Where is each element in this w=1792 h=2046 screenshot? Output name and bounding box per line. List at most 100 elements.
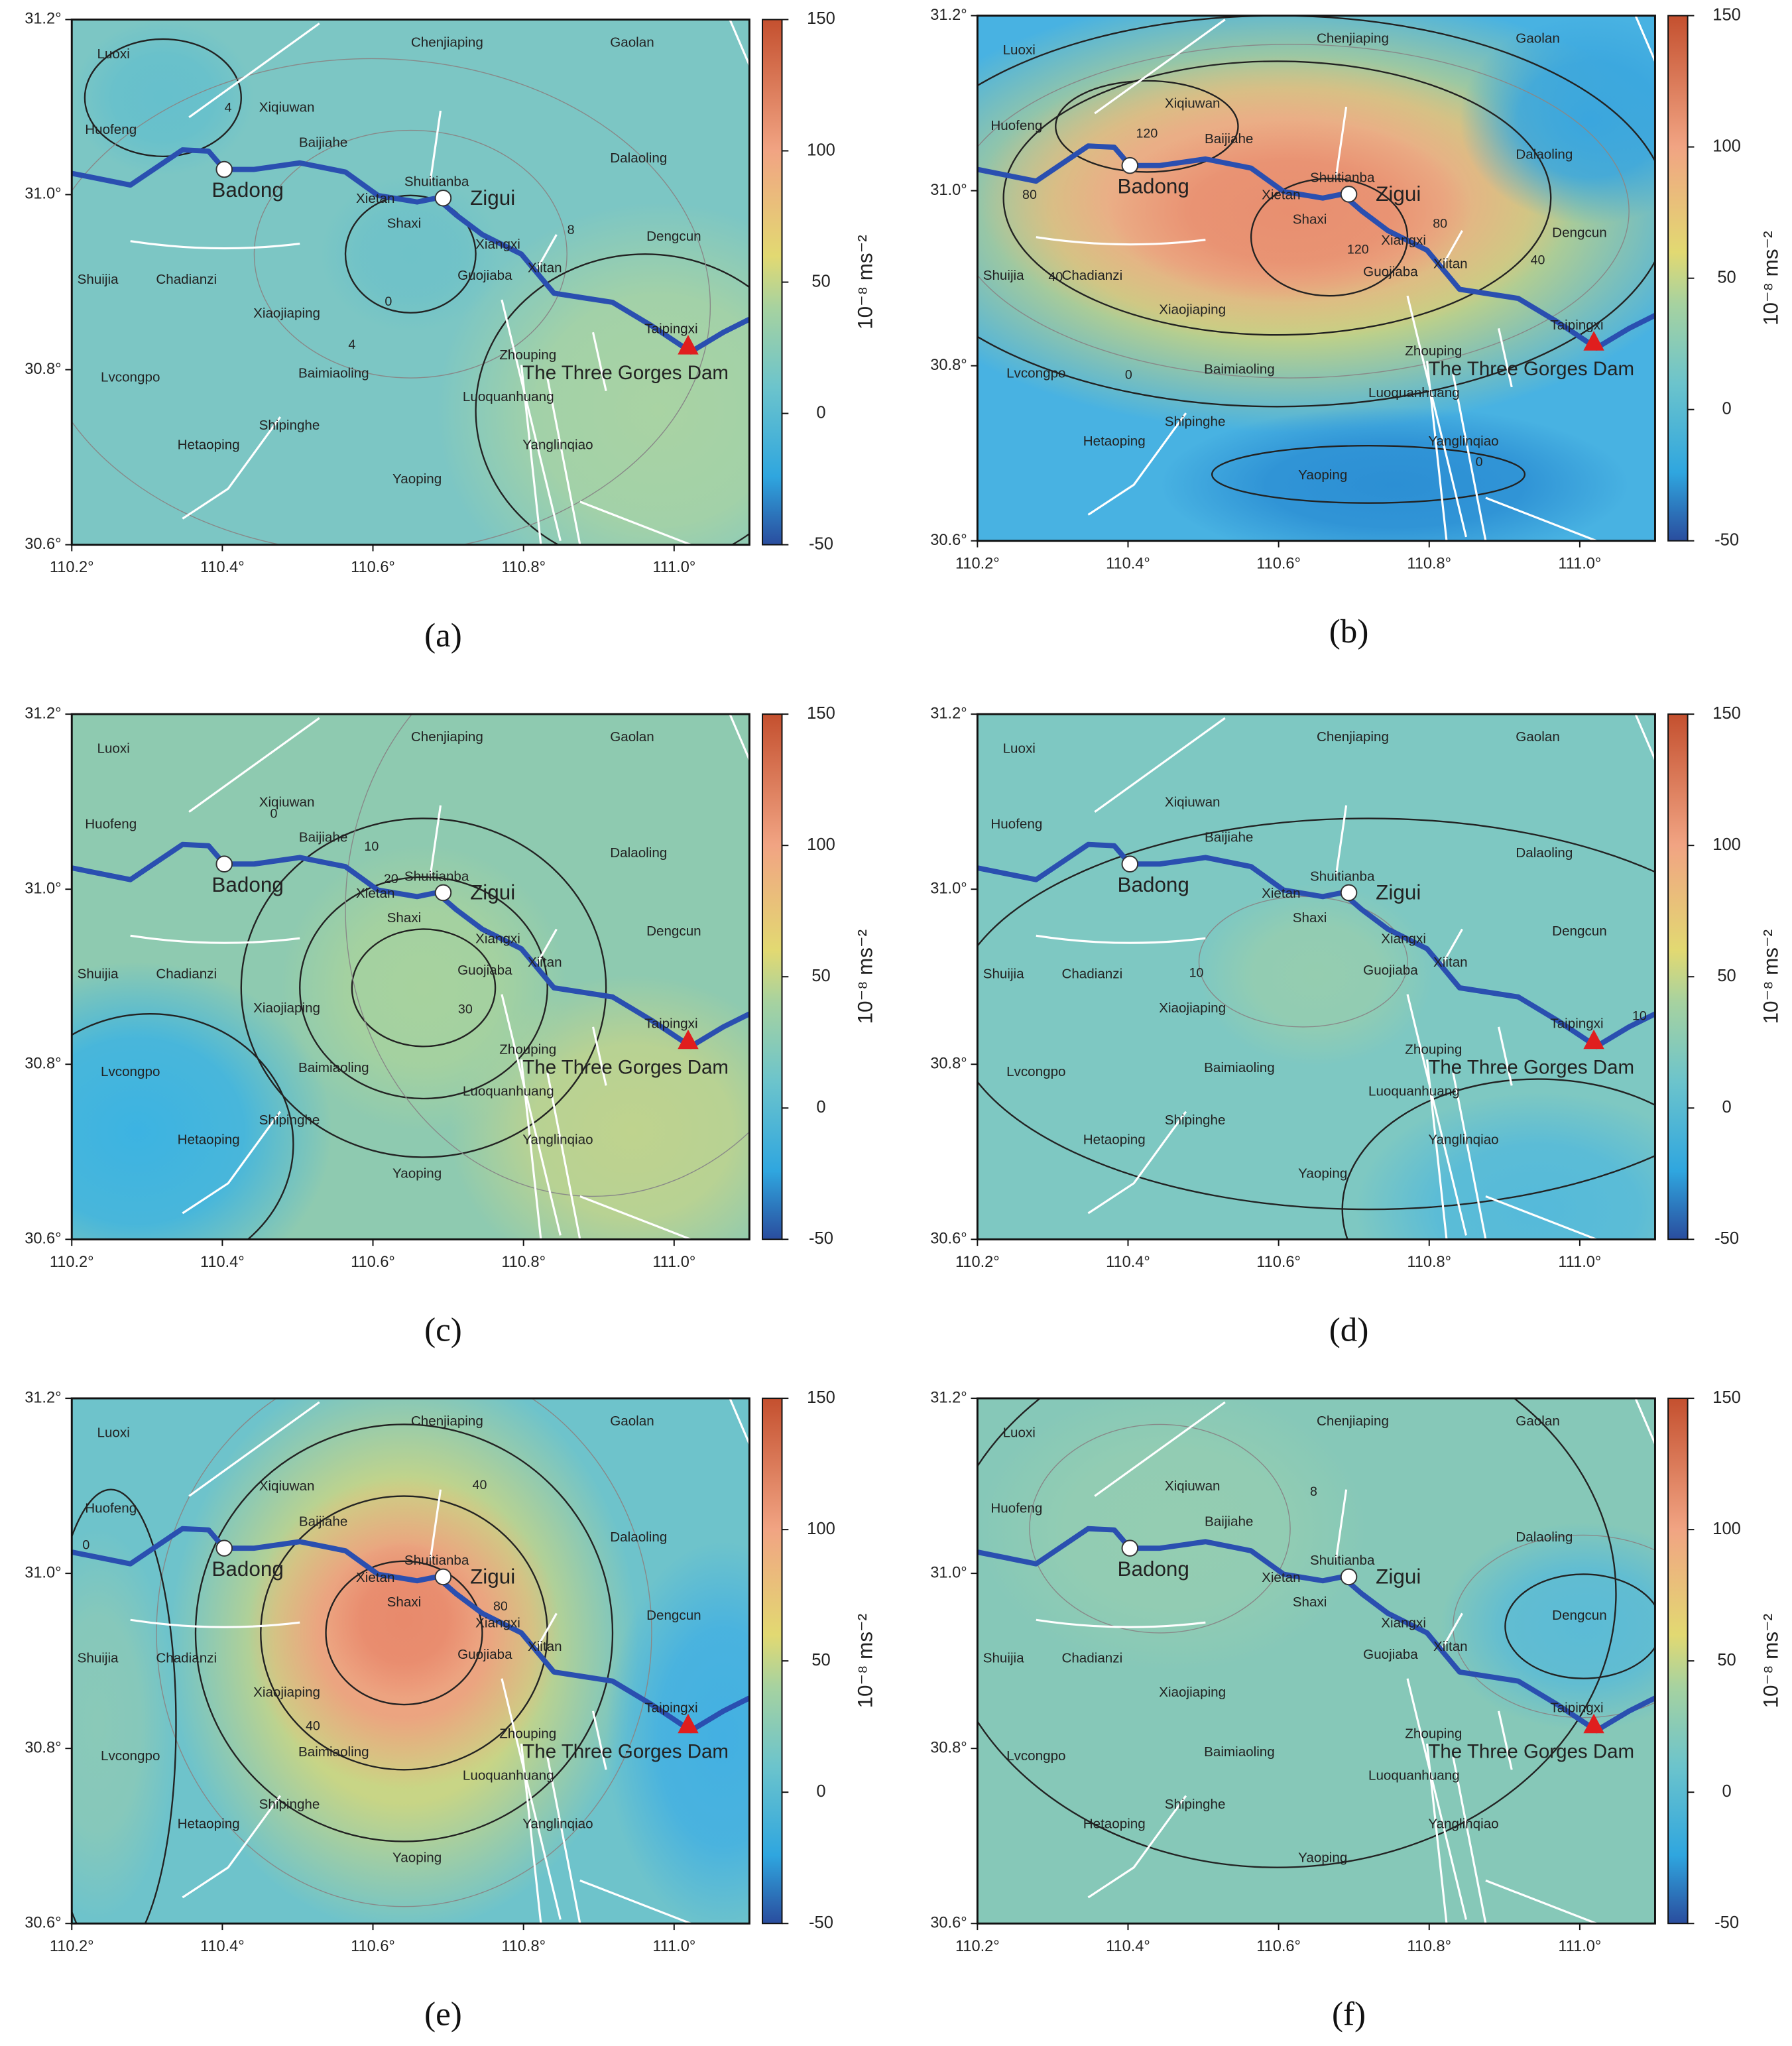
place-label: Shipinghe <box>1165 414 1226 429</box>
contour-label: 80 <box>493 1599 508 1614</box>
place-label: Xietan <box>356 886 394 901</box>
place-label: Dalaoling <box>1516 845 1573 861</box>
place-label: Baimiaoling <box>298 1744 369 1760</box>
colorbar-tick-label: 150 <box>807 9 835 28</box>
place-label: Gaolan <box>1516 729 1560 745</box>
colorbar-tick-label: 100 <box>807 1520 835 1538</box>
field-blob <box>1355 1092 1655 1240</box>
map-area <box>977 714 1655 1240</box>
contour-label: 40 <box>306 1719 320 1734</box>
place-label: Xiqiuwan <box>259 1478 315 1494</box>
fault-line <box>188 717 320 813</box>
place-label: Huofeng <box>85 1501 137 1516</box>
place-label: Dengcun <box>1552 225 1607 240</box>
contour-label: 40 <box>473 1478 487 1492</box>
contour-line <box>977 817 1655 1211</box>
fault-line <box>1335 805 1348 878</box>
dam-marker <box>1583 1713 1604 1734</box>
place-label: Dalaoling <box>610 150 667 166</box>
place-label: Yanglinqiao <box>1428 434 1498 449</box>
place-label: Xiangxi <box>1381 932 1426 947</box>
place-label: Yaoping <box>392 1166 442 1181</box>
y-tick-label: 30.8° <box>25 1054 61 1071</box>
x-tick-label: 110.8° <box>1407 554 1451 572</box>
contour-line <box>325 1560 483 1706</box>
contour-line <box>351 928 497 1048</box>
place-label: Yanglinqiao <box>522 1132 593 1147</box>
x-tick-label: 111.0° <box>1558 554 1601 572</box>
fault-line <box>546 377 581 545</box>
x-tick-label: 110.8° <box>1407 1937 1451 1955</box>
field-blob <box>72 19 255 176</box>
river <box>72 1526 750 1734</box>
place-label: Taipingxi <box>1550 1016 1603 1031</box>
place-label: Chenjiaping <box>411 34 483 50</box>
x-tick-label: 110.2° <box>50 1253 94 1270</box>
place-label: Xiitan <box>528 260 562 275</box>
place-label: Baimiaoling <box>1204 1744 1275 1760</box>
place-label: Xiaojiaping <box>1159 302 1226 317</box>
field-blob <box>1160 406 1630 541</box>
y-tick-label: 30.6° <box>25 1230 61 1247</box>
contour-line <box>1002 60 1552 336</box>
place-label: Baijiahe <box>299 829 347 845</box>
place-label: Huofeng <box>85 817 137 832</box>
place-label: Luoquanhuang <box>1368 1768 1460 1783</box>
colorbar-tick-label: 50 <box>811 272 830 290</box>
place-label: Taipingxi <box>644 322 697 337</box>
colorbar-label: 10⁻⁸ ms⁻² <box>854 235 877 330</box>
place-label: Lvcongpo <box>1006 366 1065 381</box>
colorbar-label: 10⁻⁸ ms⁻² <box>854 1614 877 1709</box>
place-label: Huofeng <box>990 817 1042 832</box>
fault-line <box>1036 1618 1206 1628</box>
fault-line <box>501 994 562 1236</box>
fault-line <box>1452 1756 1487 1924</box>
dam-label: The Three Gorges Dam <box>1428 1741 1634 1763</box>
place-label: Shuitianba <box>1310 1553 1375 1568</box>
fault-line <box>188 23 320 119</box>
y-tick-label: 30.6° <box>930 1230 967 1247</box>
dam-marker <box>678 335 699 355</box>
city-label: Badong <box>1118 1557 1189 1581</box>
place-label: Chadianzi <box>156 272 217 287</box>
place-label: Baijiahe <box>299 135 347 150</box>
place-label: Dengcun <box>1552 1608 1607 1623</box>
dam-label: The Three Gorges Dam <box>522 1057 729 1079</box>
city-marker <box>434 189 452 207</box>
fault-line <box>1485 1879 1597 1924</box>
place-label: Chadianzi <box>1061 1651 1122 1666</box>
x-tick-label: 110.4° <box>200 558 245 575</box>
colorbar-tick-label: 100 <box>807 835 835 854</box>
place-label: Xietan <box>1262 187 1300 202</box>
y-tick-label: 30.8° <box>25 360 61 377</box>
contour-line <box>260 1495 548 1771</box>
fault-line <box>1452 373 1487 541</box>
fault-line <box>1498 1711 1513 1770</box>
contour-line <box>72 1488 177 1924</box>
fault-line <box>729 714 750 760</box>
place-label: Xiqiuwan <box>1165 96 1221 111</box>
place-label: Xiqiuwan <box>259 100 315 115</box>
fault-line <box>130 1618 300 1628</box>
place-label: Shipinghe <box>1165 1797 1226 1812</box>
contour-line <box>1198 896 1408 1028</box>
contour-label: 8 <box>1310 1484 1317 1499</box>
colorbar-tick-label: 0 <box>1722 399 1731 418</box>
place-label: Taipingxi <box>1550 318 1603 333</box>
x-tick-label: 110.2° <box>50 1937 94 1955</box>
y-tick-label: 31.2° <box>25 1388 61 1406</box>
city-label: Badong <box>1118 174 1189 198</box>
colorbar-tick-label: 50 <box>1717 1651 1736 1669</box>
city-label: Badong <box>1118 873 1189 896</box>
contour-line <box>240 817 607 1158</box>
place-label: Guojiaba <box>457 963 512 978</box>
panel-label: (f) <box>1332 1995 1366 2033</box>
fault-line <box>182 1111 282 1215</box>
place-label: Xiitan <box>528 955 562 970</box>
x-tick-label: 110.4° <box>200 1253 245 1270</box>
place-label: Yaoping <box>1298 1166 1347 1181</box>
x-tick-label: 110.4° <box>200 1937 245 1955</box>
place-label: Shaxi <box>1293 1595 1327 1610</box>
place-label: Shaxi <box>387 910 422 926</box>
river <box>72 147 750 355</box>
